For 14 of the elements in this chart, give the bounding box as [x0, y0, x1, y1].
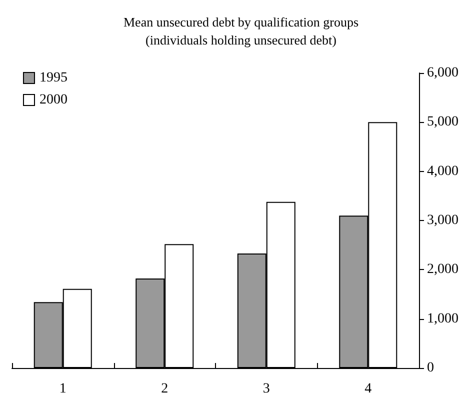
x-tick-label: 1 — [59, 382, 66, 396]
y-tick-label: 2,000 — [427, 262, 458, 278]
y-tick-label: 5,000 — [427, 114, 458, 130]
y-tick-label: 6,000 — [427, 66, 458, 80]
chart-title: Mean unsecured debt by qualification groups (individuals holding unsecured debt) — [123, 14, 359, 48]
legend-label: 1995 — [40, 70, 68, 86]
y-tick-label: 1,000 — [427, 311, 458, 326]
x-tick-label: 4 — [364, 382, 372, 396]
legend-label: 2000 — [40, 92, 68, 108]
x-tick-label: 2 — [161, 382, 168, 396]
y-tick-label: 3,000 — [427, 213, 458, 228]
x-tick-label: 3 — [262, 382, 270, 396]
y-tick-label: 0 — [427, 360, 434, 376]
y-tick-label: 4,000 — [427, 164, 458, 179]
